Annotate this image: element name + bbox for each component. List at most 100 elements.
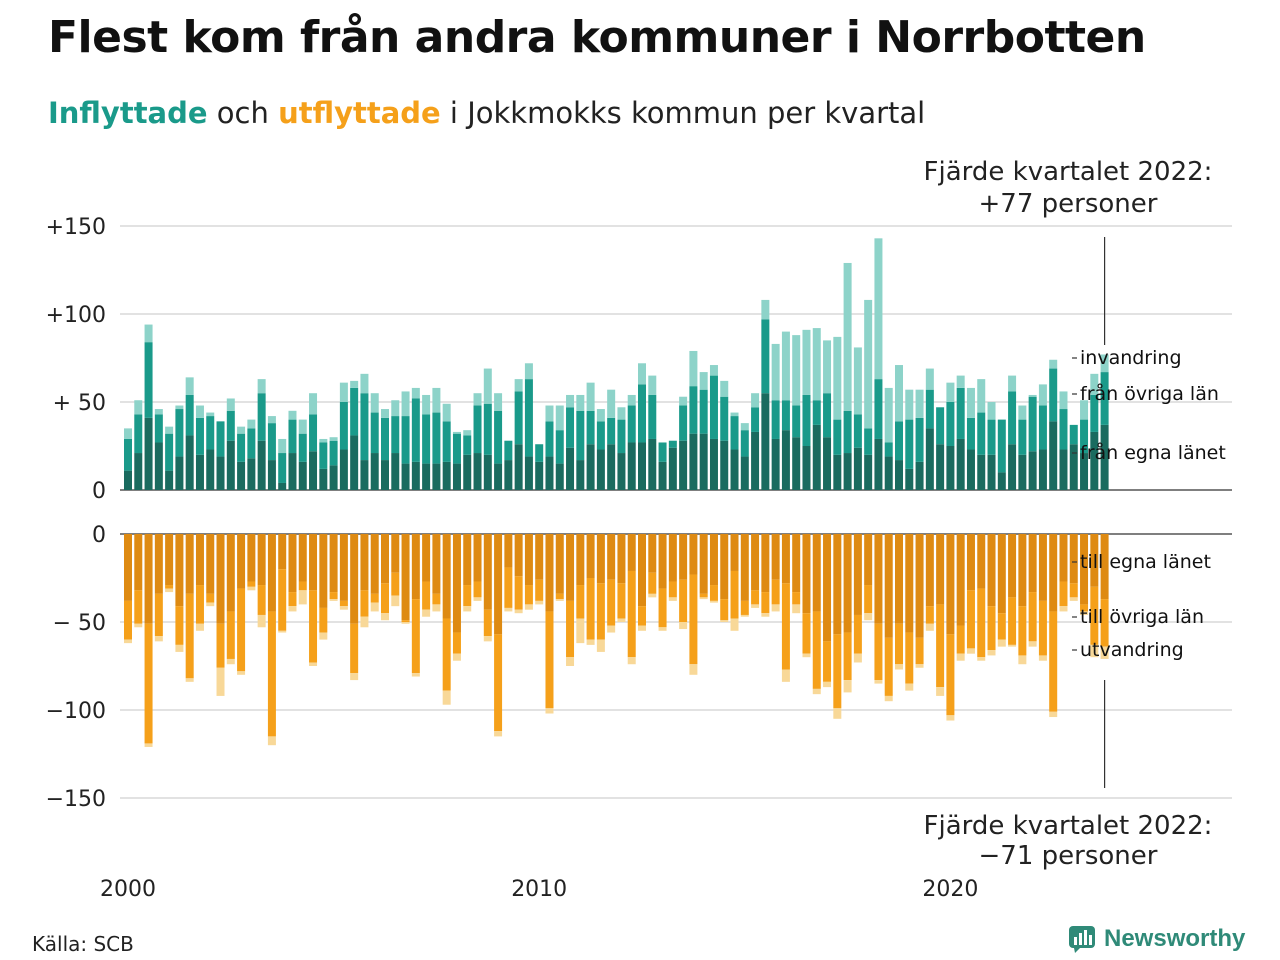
utflyttade-bar-segment: [226, 611, 235, 659]
utflyttade-bar-segment: [802, 613, 811, 654]
utflyttade-bar-segment: [823, 641, 832, 682]
inflyttade-bar-segment: [216, 421, 225, 457]
utflyttade-bar-segment: [740, 600, 749, 615]
inflyttade-bar-segment: [494, 463, 503, 490]
utflyttade-bar-segment: [288, 606, 297, 612]
utflyttade-bar-segment: [1059, 581, 1068, 607]
inflyttade-bar-segment: [391, 453, 400, 490]
inflyttade-bar-segment: [432, 412, 441, 464]
inflyttade-bar-segment: [1049, 421, 1058, 490]
inflyttade-bar-segment: [1059, 449, 1068, 490]
inflyttade-bar-segment: [1028, 396, 1037, 452]
utflyttade-bar-segment: [730, 618, 739, 631]
inflyttade-bar-segment: [154, 409, 163, 415]
inflyttade-bar-segment: [309, 451, 318, 490]
inflyttade-bar-segment: [781, 400, 790, 431]
annotation-top-line1: Fjärde kvartalet 2022:: [924, 157, 1213, 187]
inflyttade-bar-segment: [185, 435, 194, 490]
utflyttade-bar-segment: [1028, 534, 1037, 593]
utflyttade-bar-segment: [1049, 534, 1058, 612]
utflyttade-bar-segment: [175, 534, 184, 607]
inflyttade-bar-segment: [422, 394, 431, 415]
utflyttade-bar-segment: [329, 534, 338, 593]
inflyttade-bar-segment: [1090, 431, 1099, 490]
inflyttade-bar-segment: [350, 387, 359, 436]
inflyttade-bar-segment: [946, 382, 955, 402]
brand-name: Newsworthy: [1104, 925, 1246, 952]
utflyttade-bar-segment: [555, 593, 564, 600]
inflyttade-bar-segment: [761, 319, 770, 394]
inflyttade-bar-segment: [966, 449, 975, 490]
utflyttade-bar-segment: [1018, 606, 1027, 656]
inflyttade-bar-segment: [473, 453, 482, 490]
utflyttade-bar-segment: [781, 534, 790, 584]
utflyttade-bar-segment: [257, 614, 266, 628]
utflyttade-bar-segment: [278, 630, 287, 633]
inflyttade-bar-segment: [555, 405, 564, 431]
utflyttade-bar-segment: [1038, 534, 1047, 601]
utflyttade-bar-segment: [391, 595, 400, 607]
utflyttade-bar-segment: [802, 653, 811, 658]
inflyttade-bar-segment: [895, 365, 903, 422]
annotation-top-line2: +77 personer: [979, 189, 1158, 219]
utflyttade-bar-segment: [792, 592, 801, 605]
utflyttade-bar-segment: [237, 671, 246, 675]
inflyttade-bar-segment: [576, 410, 585, 461]
inflyttade-bar-segment: [679, 440, 688, 490]
brand-logo: Newsworthy: [1068, 925, 1245, 953]
utflyttade-bar-segment: [535, 600, 544, 605]
utflyttade-bar-segment: [309, 534, 318, 591]
utflyttade-bar-segment: [422, 581, 431, 610]
utflyttade-bar-segment: [812, 534, 821, 612]
inflyttade-bar-segment: [473, 405, 482, 454]
inflyttade-bar-segment: [154, 442, 163, 490]
inflyttade-bar-segment: [247, 458, 256, 490]
inflyttade-bar-segment: [823, 437, 832, 490]
utflyttade-bar-segment: [309, 590, 318, 663]
inflyttade-bar-segment: [175, 456, 184, 490]
utflyttade-bar-segment: [381, 583, 389, 614]
utflyttade-bar-segment: [195, 585, 204, 624]
inflyttade-bar-segment: [432, 387, 441, 413]
inflyttade-bar-segment: [915, 389, 924, 418]
inflyttade-bar-segment: [267, 423, 276, 461]
inflyttade-bar-segment: [679, 396, 688, 406]
inflyttade-bar-segment: [874, 379, 883, 439]
inflyttade-bar-segment: [627, 394, 636, 406]
inflyttade-bar-segment: [463, 454, 472, 490]
utflyttade-bar-segment: [442, 534, 451, 619]
utflyttade-bar-segment: [658, 534, 667, 589]
utflyttade-bar-segment: [689, 574, 698, 665]
utflyttade-bar-segment: [679, 579, 688, 622]
utflyttade-bar-segment: [761, 534, 770, 593]
inflyttade-bar-segment: [1018, 419, 1027, 455]
inflyttade-bar-segment: [278, 453, 287, 483]
utflyttade-bar-segment: [329, 592, 338, 600]
utflyttade-bar-segment: [370, 593, 379, 603]
inflyttade-bar-segment: [1080, 419, 1089, 454]
utflyttade-bar-segment: [545, 534, 554, 612]
inflyttade-bar-segment: [165, 426, 174, 434]
inflyttade-bar-segment: [607, 444, 616, 490]
utflyttade-bar-segment: [494, 731, 503, 737]
utflyttade-bar-segment: [689, 664, 698, 675]
utflyttade-bar-segment: [730, 534, 739, 571]
utflyttade-bar-segment: [679, 534, 688, 580]
utflyttade-bar-segment: [524, 585, 533, 605]
utflyttade-bar-segment: [576, 585, 585, 619]
inflyttade-bar-segment: [874, 238, 883, 380]
inflyttade-bar-segment: [997, 419, 1006, 473]
inflyttade-bar-segment: [473, 393, 482, 406]
utflyttade-bar-segment: [524, 534, 533, 586]
top-y-tick-label: 0: [92, 479, 106, 504]
inflyttade-bar-segment: [607, 389, 616, 418]
utflyttade-bar-segment: [1008, 644, 1017, 647]
inflyttade-bar-segment: [843, 410, 852, 454]
inflyttade-bar-segment: [555, 430, 564, 464]
top-y-tick-label: + 50: [53, 391, 106, 416]
utflyttade-bar-segment: [1100, 599, 1109, 647]
utflyttade-bar-segment: [699, 534, 708, 594]
utflyttade-bar-segment: [473, 534, 482, 582]
utflyttade-bar-segment: [494, 634, 503, 732]
inflyttade-bar-segment: [833, 336, 842, 420]
